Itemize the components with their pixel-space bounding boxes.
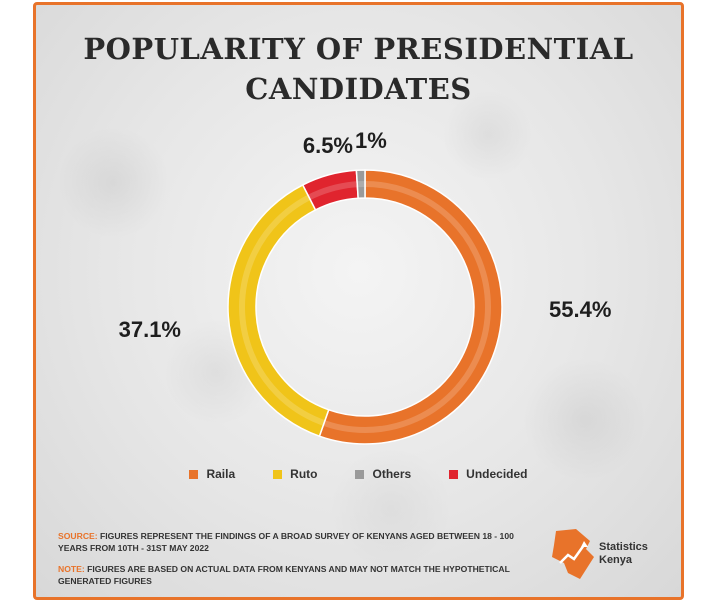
chart-title: POPULARITY OF PRESIDENTIAL CANDIDATES bbox=[36, 29, 681, 109]
legend-item-others: Others bbox=[355, 467, 411, 481]
logo-line-2: Kenya bbox=[599, 554, 633, 566]
donut-slice-raila bbox=[318, 169, 503, 445]
source-text: FIGURES REPRESENT THE FINDINGS OF A BROA… bbox=[58, 531, 514, 553]
data-label-raila: 55.4% bbox=[549, 297, 611, 322]
data-label-undecided: 6.5% bbox=[303, 133, 353, 158]
kenya-map-icon bbox=[552, 529, 594, 579]
legend-label-raila: Raila bbox=[206, 467, 236, 481]
title-line-1: POPULARITY OF PRESIDENTIAL bbox=[83, 32, 634, 66]
logo-text: Statistics Kenya bbox=[599, 541, 648, 567]
legend-item-raila: Raila bbox=[189, 467, 235, 481]
donut-chart: 55.4% 37.1% 6.5% 1% bbox=[119, 128, 611, 445]
source-label: SOURCE: bbox=[58, 531, 98, 541]
data-label-ruto: 37.1% bbox=[119, 317, 181, 342]
donut-highlight bbox=[239, 181, 491, 433]
legend-swatch-undecided bbox=[449, 469, 459, 479]
note-text: FIGURES ARE BASED ON ACTUAL DATA FROM KE… bbox=[58, 564, 510, 586]
logo-line-1: Statistics bbox=[599, 541, 648, 553]
title-line-2: CANDIDATES bbox=[245, 72, 472, 106]
crowd-background bbox=[36, 5, 681, 597]
note-label: NOTE: bbox=[58, 564, 85, 574]
data-label-others: 1% bbox=[355, 128, 387, 153]
source-note: SOURCE: FIGURES REPRESENT THE FINDINGS O… bbox=[58, 530, 538, 554]
statistics-kenya-logo: Statistics Kenya bbox=[546, 527, 666, 583]
legend-label-others: Others bbox=[372, 467, 412, 481]
donut-slice-others bbox=[355, 169, 366, 200]
legend-label-undecided: Undecided bbox=[466, 467, 528, 481]
chart-legend: Raila Ruto Others Undecided bbox=[36, 467, 681, 481]
legend-swatch-ruto bbox=[273, 469, 283, 479]
footnotes: SOURCE: FIGURES REPRESENT THE FINDINGS O… bbox=[58, 530, 538, 596]
legend-swatch-raila bbox=[189, 469, 199, 479]
legend-label-ruto: Ruto bbox=[290, 467, 318, 481]
legend-swatch-others bbox=[355, 469, 365, 479]
legend-item-undecided: Undecided bbox=[449, 467, 528, 481]
legend-item-ruto: Ruto bbox=[273, 467, 317, 481]
infographic-frame: POPULARITY OF PRESIDENTIAL CANDIDATES 55… bbox=[33, 2, 684, 600]
disclaimer-note: NOTE: FIGURES ARE BASED ON ACTUAL DATA F… bbox=[58, 563, 538, 587]
